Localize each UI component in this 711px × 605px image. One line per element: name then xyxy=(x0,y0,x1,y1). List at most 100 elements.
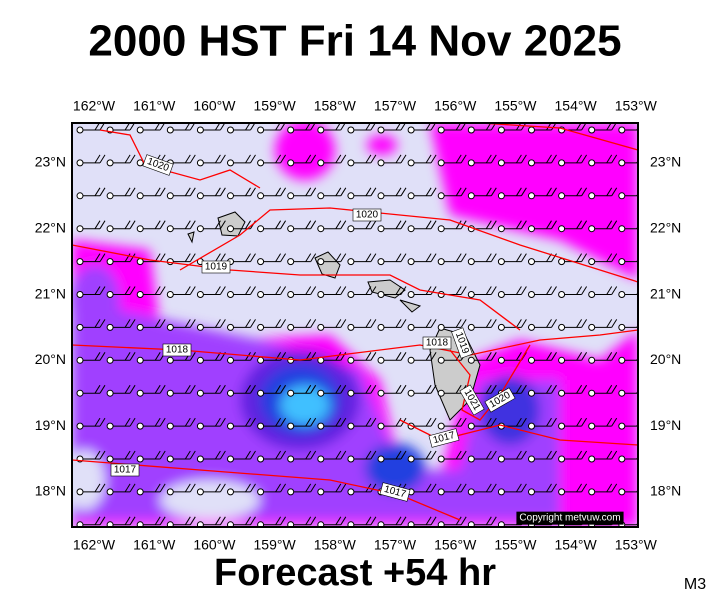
barb-station xyxy=(437,159,445,167)
barb-station xyxy=(166,192,174,200)
barb-flag xyxy=(581,352,588,361)
barb-station xyxy=(588,389,596,397)
barb-station xyxy=(558,356,566,364)
barb-flag xyxy=(275,286,282,295)
barb-station xyxy=(437,488,445,496)
barb-flag xyxy=(335,516,342,526)
barb-station xyxy=(106,356,114,364)
barb-flag xyxy=(305,187,312,197)
barb-flag xyxy=(214,154,221,164)
barb-station xyxy=(588,258,596,266)
barb-station xyxy=(588,488,596,496)
barb-flag xyxy=(370,253,377,262)
barb-flag xyxy=(425,516,432,526)
barb-flag xyxy=(395,286,402,295)
barb-station xyxy=(497,323,505,331)
barb-flag xyxy=(275,154,282,164)
barb-station xyxy=(166,291,174,298)
barb-station xyxy=(467,422,475,430)
barb-flag xyxy=(245,319,251,328)
barb-flag xyxy=(214,516,221,526)
barb-flag xyxy=(159,516,166,526)
barb-station xyxy=(618,192,626,200)
barb-flag xyxy=(365,253,372,262)
barb-station xyxy=(377,323,385,331)
barb-flag xyxy=(245,187,251,197)
barb-flag xyxy=(485,384,492,394)
barb-station xyxy=(257,192,265,200)
barb-flag xyxy=(159,253,166,262)
barb-flag xyxy=(515,483,522,493)
barb-station xyxy=(588,455,596,463)
barb-station xyxy=(618,159,626,167)
barb-flag xyxy=(335,483,342,493)
barb-station xyxy=(437,521,445,527)
barb-station xyxy=(347,291,355,298)
barb-flag xyxy=(250,154,256,164)
barb-flag xyxy=(159,417,166,427)
barb-flag xyxy=(154,319,161,328)
barb-flag xyxy=(581,319,588,328)
barb-flag xyxy=(305,384,312,394)
barb-flag xyxy=(395,154,402,164)
barb-flag xyxy=(395,319,402,328)
lat-label-left: 18°N xyxy=(35,483,66,499)
barb-flag xyxy=(154,352,161,361)
lon-label-top: 161°W xyxy=(133,98,176,114)
barb-flag xyxy=(400,154,407,164)
barb-flag xyxy=(581,483,588,493)
barb-flag xyxy=(189,154,196,164)
barb-flag xyxy=(189,352,196,361)
barb-station xyxy=(287,488,295,496)
barb-station xyxy=(76,323,84,331)
barb-station xyxy=(437,258,445,266)
barb-station xyxy=(377,422,385,430)
barb-station xyxy=(467,323,475,331)
barb-flag xyxy=(94,154,101,164)
barb-flag xyxy=(520,220,527,229)
barb-flag xyxy=(485,450,492,460)
barb-flag xyxy=(365,319,372,328)
barb-station xyxy=(196,521,204,527)
barb-station xyxy=(618,356,626,364)
barb-flag xyxy=(250,319,256,328)
barb-station xyxy=(528,389,535,397)
barb-flag xyxy=(455,187,462,197)
barb-flag xyxy=(189,384,196,394)
barb-flag xyxy=(425,352,432,361)
barb-station xyxy=(377,258,385,266)
barb-flag xyxy=(460,483,467,493)
barb-flag xyxy=(370,384,377,394)
barb-station xyxy=(227,192,234,200)
barb-station xyxy=(287,126,295,134)
barb-flag xyxy=(460,417,467,427)
barb-flag xyxy=(250,286,256,295)
barb-station xyxy=(166,521,174,527)
barb-flag xyxy=(154,286,161,295)
barb-station xyxy=(166,488,174,496)
barb-flag xyxy=(370,319,377,328)
barb-station xyxy=(558,258,566,266)
barb-flag xyxy=(340,220,347,229)
barb-flag xyxy=(581,220,588,229)
barb-flag xyxy=(124,187,131,197)
barb-flag xyxy=(124,450,131,460)
barb-flag xyxy=(250,417,256,427)
barb-flag xyxy=(189,417,196,427)
barb-flag xyxy=(551,187,557,197)
barb-flag xyxy=(219,450,226,460)
barb-flag xyxy=(275,253,282,262)
isobar-label-text: 1019 xyxy=(205,262,228,273)
barb-flag xyxy=(219,187,226,197)
barb-flag xyxy=(551,154,557,164)
barb-station xyxy=(317,488,325,496)
barb-flag xyxy=(642,451,647,459)
isobar-label-bg xyxy=(451,327,473,359)
barb-flag xyxy=(245,450,251,460)
barb-flag xyxy=(551,253,557,262)
barb-station xyxy=(136,291,144,298)
barb-flag xyxy=(400,516,407,526)
isobar-label: 1018 xyxy=(422,336,452,350)
barb-station xyxy=(76,521,84,527)
barb-station xyxy=(106,521,114,527)
